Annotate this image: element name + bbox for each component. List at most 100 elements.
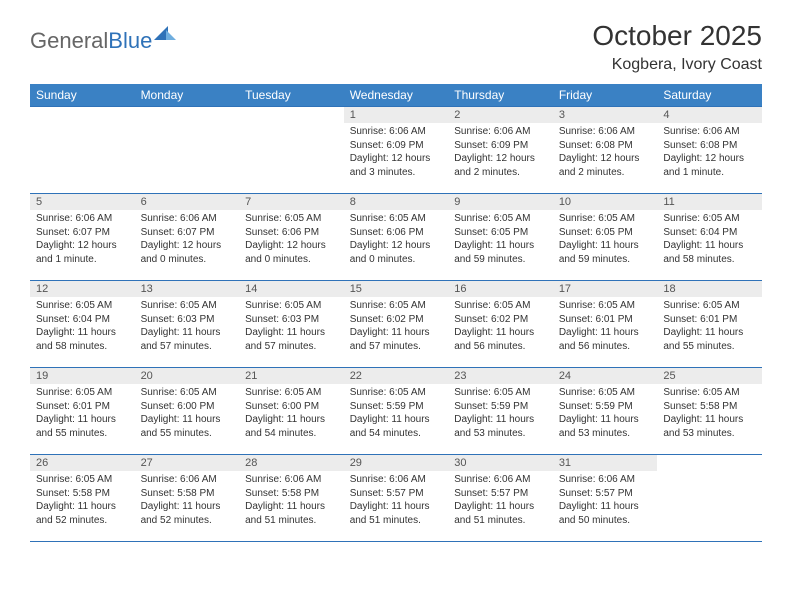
calendar-cell: 3Sunrise: 6:06 AMSunset: 6:08 PMDaylight…: [553, 107, 658, 194]
day-number: 17: [553, 281, 658, 297]
day-details: Sunrise: 6:05 AMSunset: 5:59 PMDaylight:…: [344, 384, 449, 444]
day-number: 12: [30, 281, 135, 297]
calendar-cell: 16Sunrise: 6:05 AMSunset: 6:02 PMDayligh…: [448, 281, 553, 368]
calendar-cell: 2Sunrise: 6:06 AMSunset: 6:09 PMDaylight…: [448, 107, 553, 194]
day-number: 30: [448, 455, 553, 471]
day-number: 1: [344, 107, 449, 123]
day-number: 15: [344, 281, 449, 297]
calendar-cell: [239, 107, 344, 194]
calendar-cell: 27Sunrise: 6:06 AMSunset: 5:58 PMDayligh…: [135, 455, 240, 542]
day-details: Sunrise: 6:05 AMSunset: 6:01 PMDaylight:…: [553, 297, 658, 357]
day-details: Sunrise: 6:05 AMSunset: 6:03 PMDaylight:…: [239, 297, 344, 357]
day-details: Sunrise: 6:05 AMSunset: 5:58 PMDaylight:…: [657, 384, 762, 444]
calendar-cell: 10Sunrise: 6:05 AMSunset: 6:05 PMDayligh…: [553, 194, 658, 281]
day-details: Sunrise: 6:06 AMSunset: 6:08 PMDaylight:…: [553, 123, 658, 183]
day-details: Sunrise: 6:06 AMSunset: 6:09 PMDaylight:…: [344, 123, 449, 183]
day-details: Sunrise: 6:05 AMSunset: 6:05 PMDaylight:…: [448, 210, 553, 270]
calendar-cell: 30Sunrise: 6:06 AMSunset: 5:57 PMDayligh…: [448, 455, 553, 542]
day-details: Sunrise: 6:05 AMSunset: 6:00 PMDaylight:…: [135, 384, 240, 444]
calendar-cell: 8Sunrise: 6:05 AMSunset: 6:06 PMDaylight…: [344, 194, 449, 281]
day-number: 9: [448, 194, 553, 210]
day-number: 16: [448, 281, 553, 297]
calendar-cell: 26Sunrise: 6:05 AMSunset: 5:58 PMDayligh…: [30, 455, 135, 542]
page-title-month: October 2025: [592, 20, 762, 52]
weekday-header: Sunday: [30, 84, 135, 107]
day-number: 21: [239, 368, 344, 384]
day-number: 11: [657, 194, 762, 210]
calendar-cell: 5Sunrise: 6:06 AMSunset: 6:07 PMDaylight…: [30, 194, 135, 281]
day-number: 25: [657, 368, 762, 384]
day-details: Sunrise: 6:06 AMSunset: 6:08 PMDaylight:…: [657, 123, 762, 183]
calendar-table: SundayMondayTuesdayWednesdayThursdayFrid…: [30, 84, 762, 542]
calendar-cell: 18Sunrise: 6:05 AMSunset: 6:01 PMDayligh…: [657, 281, 762, 368]
day-details: Sunrise: 6:06 AMSunset: 5:58 PMDaylight:…: [239, 471, 344, 531]
calendar-cell: [657, 455, 762, 542]
calendar-cell: 24Sunrise: 6:05 AMSunset: 5:59 PMDayligh…: [553, 368, 658, 455]
day-details: Sunrise: 6:05 AMSunset: 6:00 PMDaylight:…: [239, 384, 344, 444]
day-details: Sunrise: 6:05 AMSunset: 5:58 PMDaylight:…: [30, 471, 135, 531]
day-number: 29: [344, 455, 449, 471]
calendar-cell: 29Sunrise: 6:06 AMSunset: 5:57 PMDayligh…: [344, 455, 449, 542]
calendar-cell: 13Sunrise: 6:05 AMSunset: 6:03 PMDayligh…: [135, 281, 240, 368]
calendar-cell: 31Sunrise: 6:06 AMSunset: 5:57 PMDayligh…: [553, 455, 658, 542]
day-details: Sunrise: 6:06 AMSunset: 5:57 PMDaylight:…: [344, 471, 449, 531]
calendar-cell: 17Sunrise: 6:05 AMSunset: 6:01 PMDayligh…: [553, 281, 658, 368]
calendar-cell: 1Sunrise: 6:06 AMSunset: 6:09 PMDaylight…: [344, 107, 449, 194]
day-number: 3: [553, 107, 658, 123]
day-number: 22: [344, 368, 449, 384]
day-details: Sunrise: 6:06 AMSunset: 5:58 PMDaylight:…: [135, 471, 240, 531]
calendar-cell: 6Sunrise: 6:06 AMSunset: 6:07 PMDaylight…: [135, 194, 240, 281]
calendar-cell: 14Sunrise: 6:05 AMSunset: 6:03 PMDayligh…: [239, 281, 344, 368]
calendar-cell: 12Sunrise: 6:05 AMSunset: 6:04 PMDayligh…: [30, 281, 135, 368]
calendar-cell: [135, 107, 240, 194]
day-number: 14: [239, 281, 344, 297]
day-number: 18: [657, 281, 762, 297]
day-number: 6: [135, 194, 240, 210]
day-number: 24: [553, 368, 658, 384]
day-details: Sunrise: 6:06 AMSunset: 5:57 PMDaylight:…: [553, 471, 658, 531]
day-details: Sunrise: 6:05 AMSunset: 6:02 PMDaylight:…: [344, 297, 449, 357]
calendar-cell: 9Sunrise: 6:05 AMSunset: 6:05 PMDaylight…: [448, 194, 553, 281]
brand-text-1: General: [30, 28, 108, 54]
calendar-cell: 21Sunrise: 6:05 AMSunset: 6:00 PMDayligh…: [239, 368, 344, 455]
calendar-cell: 11Sunrise: 6:05 AMSunset: 6:04 PMDayligh…: [657, 194, 762, 281]
day-number: 23: [448, 368, 553, 384]
day-details: Sunrise: 6:05 AMSunset: 6:03 PMDaylight:…: [135, 297, 240, 357]
day-details: Sunrise: 6:06 AMSunset: 5:57 PMDaylight:…: [448, 471, 553, 531]
calendar-cell: 23Sunrise: 6:05 AMSunset: 5:59 PMDayligh…: [448, 368, 553, 455]
weekday-header: Monday: [135, 84, 240, 107]
calendar-cell: 19Sunrise: 6:05 AMSunset: 6:01 PMDayligh…: [30, 368, 135, 455]
day-number: 4: [657, 107, 762, 123]
day-details: Sunrise: 6:05 AMSunset: 6:02 PMDaylight:…: [448, 297, 553, 357]
day-details: Sunrise: 6:05 AMSunset: 6:01 PMDaylight:…: [657, 297, 762, 357]
calendar-cell: 28Sunrise: 6:06 AMSunset: 5:58 PMDayligh…: [239, 455, 344, 542]
calendar-cell: 4Sunrise: 6:06 AMSunset: 6:08 PMDaylight…: [657, 107, 762, 194]
calendar-cell: 7Sunrise: 6:05 AMSunset: 6:06 PMDaylight…: [239, 194, 344, 281]
day-details: Sunrise: 6:05 AMSunset: 5:59 PMDaylight:…: [448, 384, 553, 444]
day-number: 20: [135, 368, 240, 384]
day-number: 19: [30, 368, 135, 384]
page-title-location: Kogbera, Ivory Coast: [592, 56, 762, 74]
day-number: 2: [448, 107, 553, 123]
brand-text-2: Blue: [108, 28, 152, 54]
calendar-cell: 25Sunrise: 6:05 AMSunset: 5:58 PMDayligh…: [657, 368, 762, 455]
day-details: Sunrise: 6:05 AMSunset: 5:59 PMDaylight:…: [553, 384, 658, 444]
day-number: 31: [553, 455, 658, 471]
calendar-cell: 15Sunrise: 6:05 AMSunset: 6:02 PMDayligh…: [344, 281, 449, 368]
brand-triangle2-icon: [166, 30, 176, 40]
day-number: 5: [30, 194, 135, 210]
day-number: 13: [135, 281, 240, 297]
day-number: 8: [344, 194, 449, 210]
weekday-header: Thursday: [448, 84, 553, 107]
day-number: 27: [135, 455, 240, 471]
day-details: Sunrise: 6:06 AMSunset: 6:09 PMDaylight:…: [448, 123, 553, 183]
day-details: Sunrise: 6:05 AMSunset: 6:04 PMDaylight:…: [30, 297, 135, 357]
day-details: Sunrise: 6:05 AMSunset: 6:01 PMDaylight:…: [30, 384, 135, 444]
calendar-cell: [30, 107, 135, 194]
weekday-header: Friday: [553, 84, 658, 107]
day-number: 10: [553, 194, 658, 210]
calendar-cell: 22Sunrise: 6:05 AMSunset: 5:59 PMDayligh…: [344, 368, 449, 455]
day-details: Sunrise: 6:05 AMSunset: 6:05 PMDaylight:…: [553, 210, 658, 270]
weekday-header: Saturday: [657, 84, 762, 107]
day-details: Sunrise: 6:06 AMSunset: 6:07 PMDaylight:…: [30, 210, 135, 270]
